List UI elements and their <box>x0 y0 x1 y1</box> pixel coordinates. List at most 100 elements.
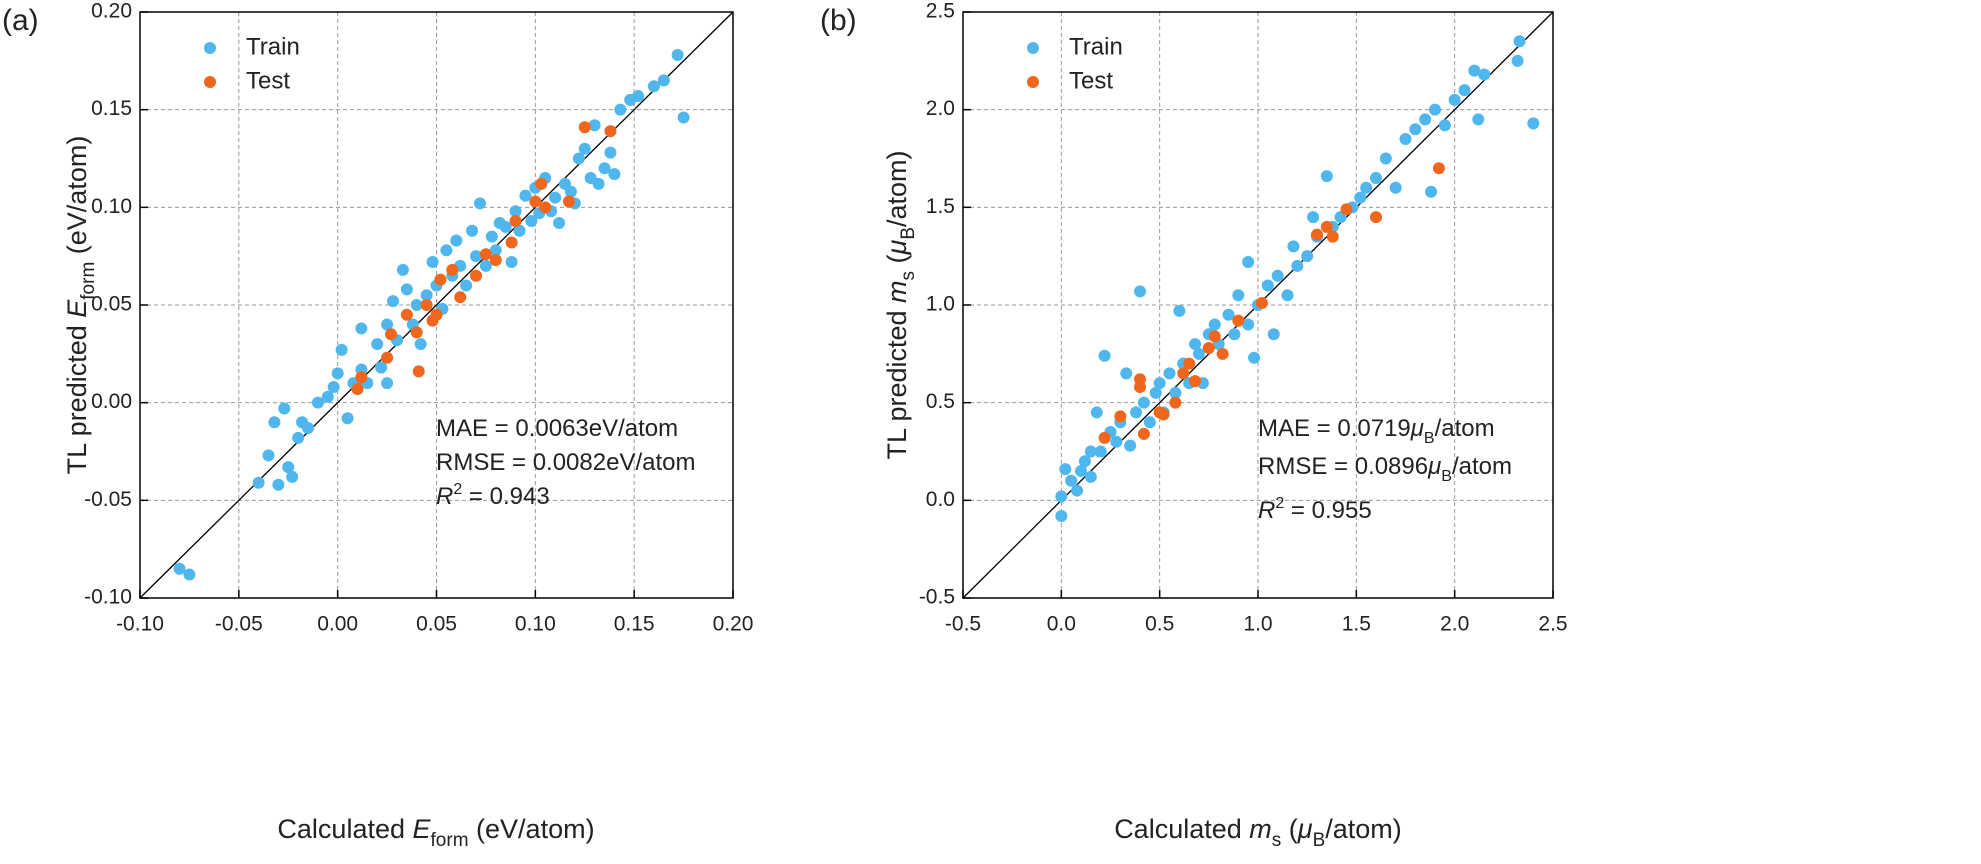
point <box>1216 347 1229 360</box>
point <box>414 338 427 351</box>
point <box>1326 230 1339 243</box>
x-tick-label: -0.05 <box>215 613 263 636</box>
point <box>400 308 413 321</box>
point <box>1360 181 1373 194</box>
point <box>479 248 492 261</box>
y-tick-label: -0.5 <box>919 586 955 609</box>
point <box>509 215 522 228</box>
point <box>470 250 483 263</box>
point <box>355 322 368 335</box>
point <box>387 295 400 308</box>
point <box>1370 172 1382 185</box>
point <box>1399 132 1412 145</box>
legend-label: Test <box>1069 67 1113 94</box>
point <box>1307 211 1320 224</box>
point <box>375 361 388 374</box>
plot-frame <box>139 11 734 599</box>
panel-label: (a) <box>2 4 39 37</box>
point <box>1189 338 1202 351</box>
x-tick-label: -0.10 <box>116 613 164 636</box>
point <box>1287 240 1300 253</box>
point <box>1193 347 1205 360</box>
y-tick-label: 0.15 <box>91 97 132 120</box>
point <box>671 48 684 61</box>
point <box>1320 170 1333 183</box>
x-tick-label: 0.0 <box>1047 613 1076 636</box>
annotation: R2 = 0.955 <box>1258 495 1372 524</box>
annotation: MAE = 0.0063eV/atom <box>436 415 678 442</box>
point <box>331 367 344 380</box>
plot-frame <box>962 11 1554 599</box>
annotation: R2 = 0.943 <box>436 481 550 510</box>
point <box>446 263 459 276</box>
x-tick-label: -0.5 <box>945 613 981 636</box>
point <box>371 338 384 351</box>
point <box>572 152 585 165</box>
point <box>1320 220 1333 233</box>
point <box>647 80 660 93</box>
y-tick-label: 1.0 <box>926 293 955 316</box>
point <box>268 416 281 429</box>
point <box>1134 381 1146 394</box>
point <box>282 461 295 474</box>
point <box>519 189 532 202</box>
point <box>1425 185 1438 198</box>
point <box>499 220 512 233</box>
point <box>385 328 398 341</box>
point <box>1228 328 1241 341</box>
point <box>1232 314 1245 327</box>
point <box>598 162 611 175</box>
y-tick-label: -0.10 <box>84 586 132 609</box>
point <box>381 351 394 364</box>
point <box>1301 250 1314 263</box>
diagonal-line <box>139 11 734 599</box>
annotation: RMSE = 0.0896μB/atom <box>1258 453 1512 485</box>
point <box>1143 416 1156 429</box>
point <box>420 289 433 302</box>
y-tick-label: 1.5 <box>926 195 955 218</box>
point <box>1134 285 1146 298</box>
point <box>1513 35 1526 48</box>
y-tick-label: 0.05 <box>91 293 132 316</box>
point <box>341 412 354 425</box>
point <box>1379 152 1392 165</box>
point <box>1208 318 1221 331</box>
point <box>1173 304 1186 317</box>
point <box>396 263 409 276</box>
marks: -0.10 -0.05 0.00 0.05 0.10 0.15 0.20 -0.10 -0.05… <box>84 0 1567 636</box>
point <box>535 177 548 190</box>
point <box>632 89 645 102</box>
point <box>1458 84 1471 97</box>
y-tick-label: 0.5 <box>926 390 955 413</box>
point <box>440 244 453 257</box>
point <box>262 449 275 462</box>
point <box>604 125 617 138</box>
point <box>1271 269 1284 282</box>
annotation: MAE = 0.0719μB/atom <box>1258 415 1495 447</box>
point <box>450 234 463 247</box>
point <box>578 121 591 134</box>
point <box>1055 490 1068 503</box>
point <box>525 215 538 228</box>
point <box>1065 474 1078 487</box>
point <box>489 244 502 257</box>
point <box>485 230 498 243</box>
point <box>1137 427 1150 440</box>
legend-marker <box>1027 42 1039 54</box>
point <box>1511 54 1524 67</box>
point <box>1242 256 1255 269</box>
point <box>381 318 394 331</box>
point <box>505 256 518 269</box>
x-tick-label: 2.0 <box>1440 613 1469 636</box>
point <box>1472 113 1485 126</box>
point <box>1478 68 1491 81</box>
point <box>1124 439 1137 452</box>
point <box>1059 463 1072 476</box>
point <box>1090 406 1103 419</box>
point <box>657 74 670 87</box>
point <box>1130 406 1143 419</box>
y-tick-label: 0.10 <box>91 195 132 218</box>
point <box>302 422 315 435</box>
point <box>1202 341 1215 354</box>
